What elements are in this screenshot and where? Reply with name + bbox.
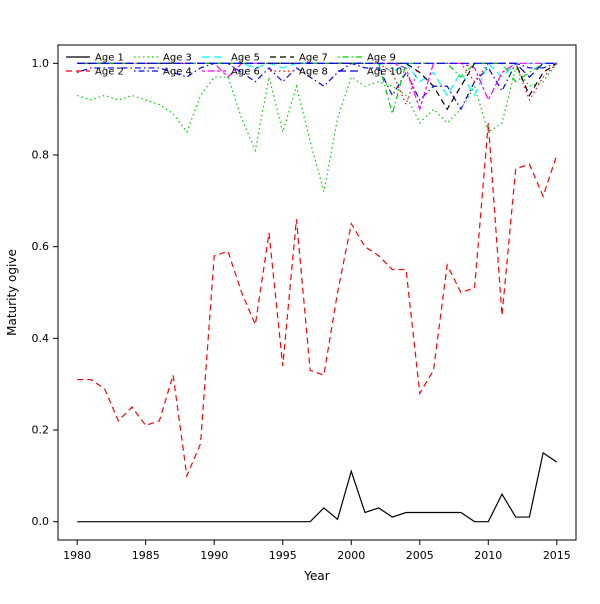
x-tick-label: 2010 [474, 549, 502, 562]
y-tick-label: 0.2 [32, 424, 50, 437]
legend-label-age-9: Age 9 [367, 53, 396, 64]
legend-label-age-5: Age 5 [231, 53, 260, 64]
plot-box [57, 44, 577, 541]
series-line-age-10 [77, 62, 557, 78]
series-line-age-9 [77, 62, 557, 117]
legend-label-age-4: Age 4 [163, 67, 192, 78]
x-tick-label: 2000 [337, 549, 365, 562]
y-tick-label: 0.6 [32, 240, 50, 253]
legend-label-age-2: Age 2 [95, 67, 124, 78]
legend-label-age-1: Age 1 [95, 53, 124, 64]
series-line-age-1 [77, 451, 558, 523]
y-tick-label: 0.4 [32, 332, 50, 345]
legend-label-age-8: Age 8 [299, 67, 328, 78]
legend-label-age-6: Age 6 [231, 67, 260, 78]
x-axis-title: Year [303, 569, 329, 583]
y-tick-label: 0.8 [32, 149, 50, 162]
x-tick-label: 1990 [200, 549, 228, 562]
legend-label-age-7: Age 7 [299, 53, 328, 64]
x-tick-label: 1995 [269, 549, 297, 562]
y-axis-title: Maturity ogive [5, 249, 19, 336]
x-tick-label: 1985 [132, 549, 160, 562]
y-tick-label: 0.0 [32, 515, 50, 528]
series-line-age-3 [76, 62, 558, 192]
legend-label-age-3: Age 3 [163, 53, 192, 64]
y-tick-label: 1.0 [32, 57, 50, 70]
x-tick-label: 1980 [63, 549, 91, 562]
series-line-age-2 [77, 122, 558, 479]
legend-label-age-10: Age 10 [367, 67, 402, 78]
x-tick-label: 2005 [406, 549, 434, 562]
x-tick-label: 2015 [543, 549, 571, 562]
